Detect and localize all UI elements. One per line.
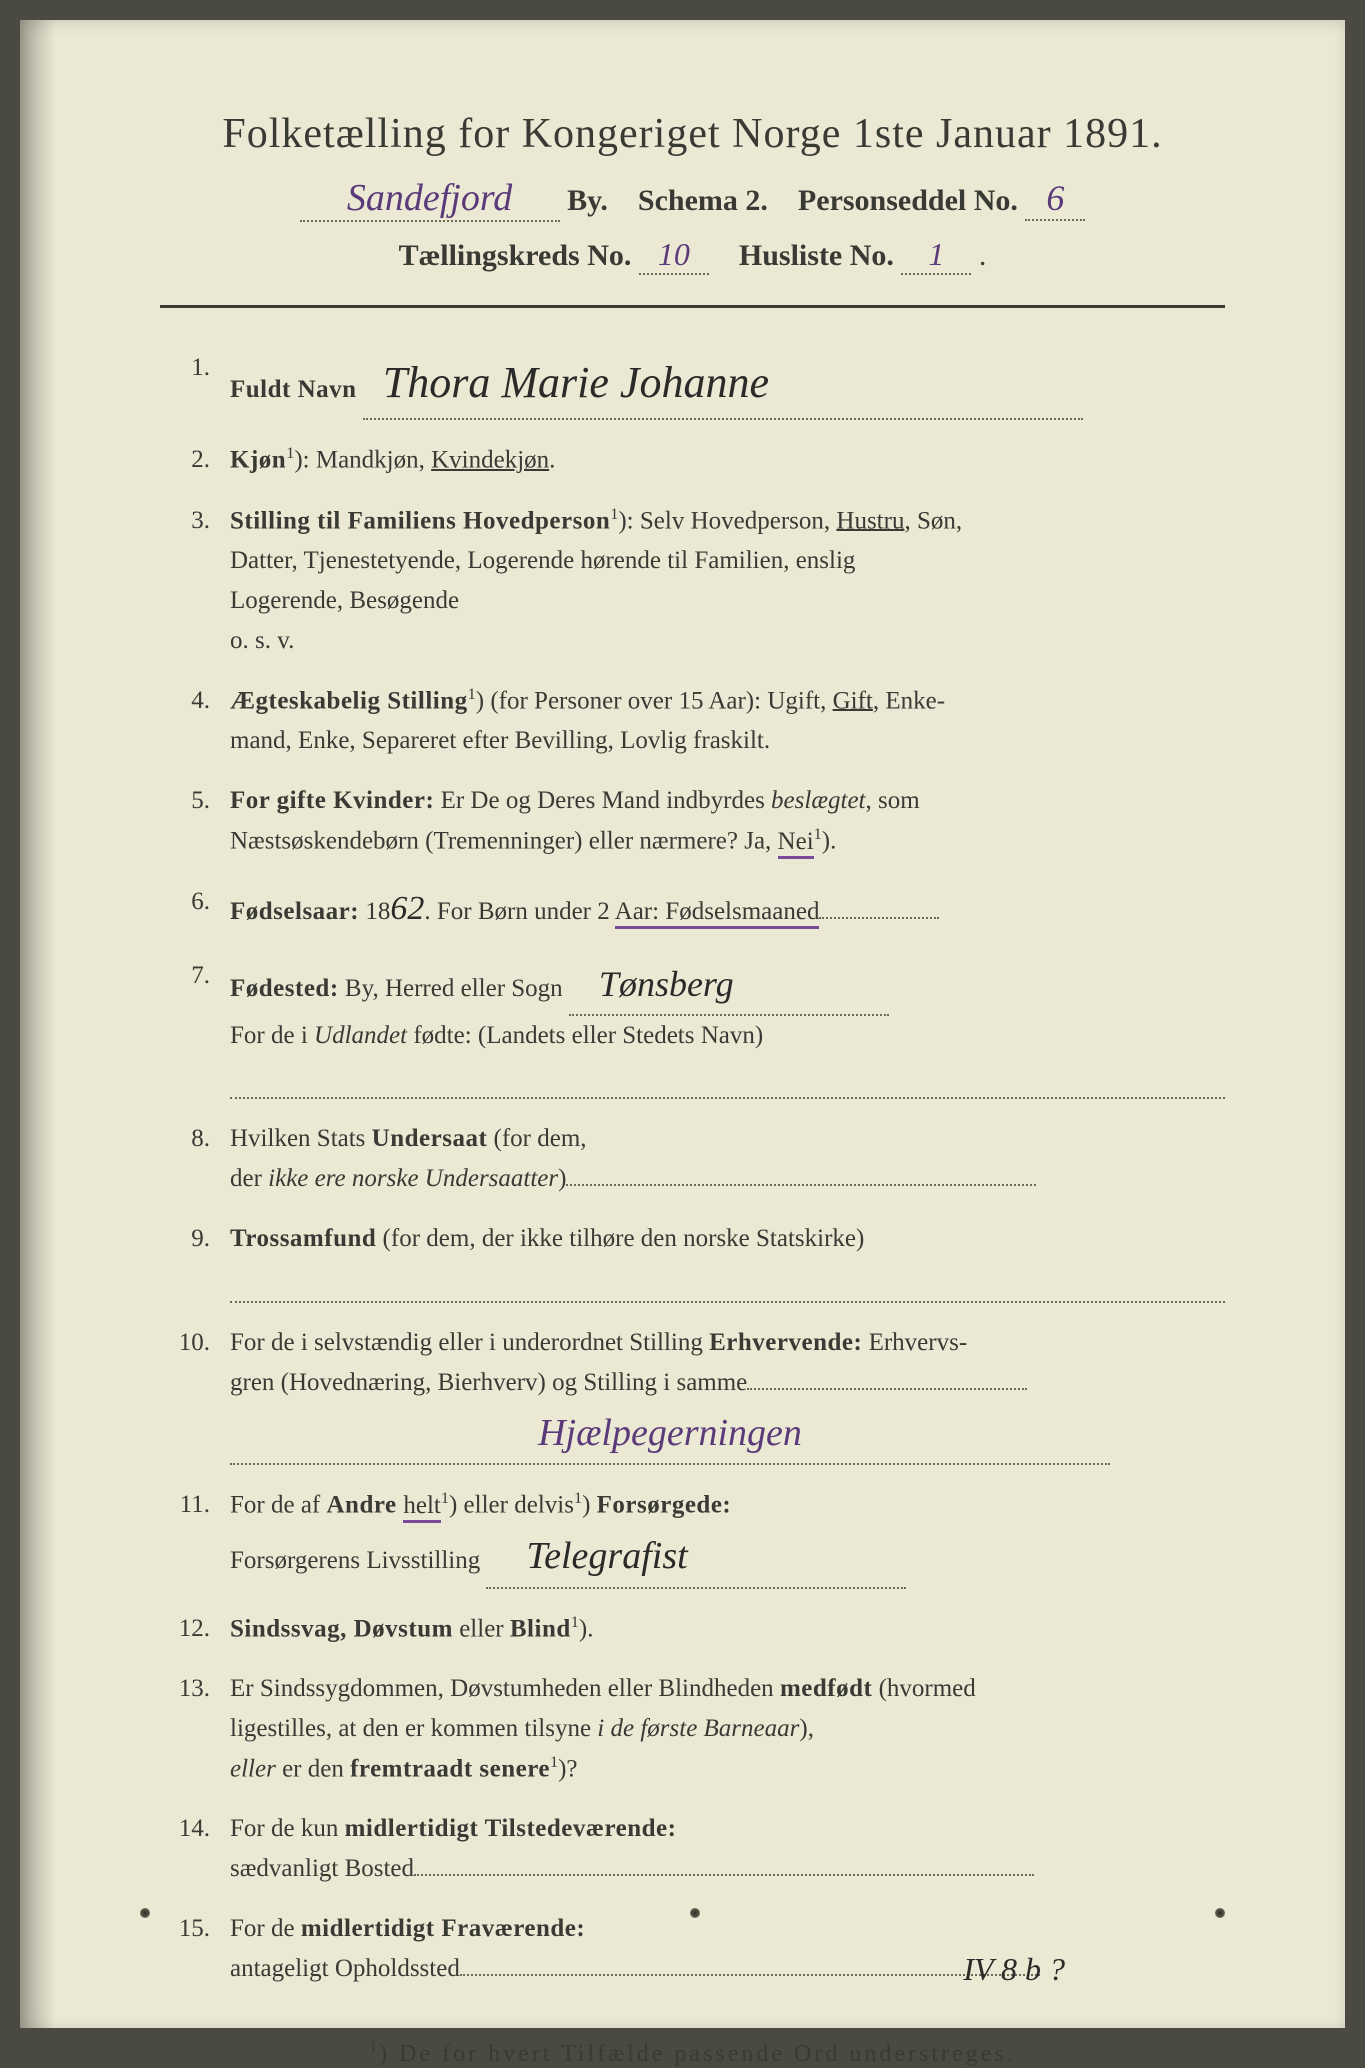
label-trossamfund: Trossamfund	[230, 1225, 376, 1252]
pinhole-icon	[1215, 1908, 1225, 1918]
by-label: By.	[567, 184, 608, 217]
nei: Nei	[778, 828, 814, 859]
aar-fodselsmaaned: Aar: Fødselsmaaned	[615, 898, 820, 929]
personseddel-label: Personseddel No.	[798, 184, 1018, 217]
label-kjon: Kjøn	[230, 447, 286, 474]
item-8: 8. Hvilken Stats Undersaat (for dem, der…	[160, 1119, 1225, 1199]
label-tilstedevaerende: midlertidigt Tilstedeværende:	[345, 1815, 677, 1842]
by-value: Sandefjord	[300, 176, 560, 222]
item-5: 5. For gifte Kvinder: Er De og Deres Man…	[160, 781, 1225, 861]
schema-label: Schema 2.	[638, 184, 768, 217]
item-3: 3. Stilling til Familiens Hovedperson1):…	[160, 501, 1225, 661]
pinhole-icon	[690, 1908, 700, 1918]
husliste-no: 1	[901, 236, 971, 275]
label-fodselsaar: Fødselsaar:	[230, 898, 359, 925]
kreds-no: 10	[639, 236, 709, 275]
subtitle-row-2: Tællingskreds No. 10 Husliste No. 1 .	[160, 236, 1225, 275]
label-fodested: Fødested:	[230, 975, 339, 1002]
label-undersaat: Undersaat	[372, 1125, 488, 1152]
item-12: 12. Sindssvag, Døvstum eller Blind1).	[160, 1609, 1225, 1649]
personseddel-no: 6	[1025, 177, 1085, 221]
page-title: Folketælling for Kongeriget Norge 1ste J…	[160, 110, 1225, 158]
husliste-label: Husliste No.	[739, 239, 894, 272]
label-erhvervende: Erhvervende:	[709, 1329, 862, 1356]
kvindekjon: Kvindekjøn	[431, 447, 549, 474]
divider	[160, 305, 1225, 308]
label-navn: Fuldt Navn	[230, 376, 357, 403]
item-1: 1. Fuldt Navn Thora Marie Johanne	[160, 348, 1225, 420]
item-4: 4. Ægteskabelig Stilling1) (for Personer…	[160, 681, 1225, 761]
subtitle-row-1: Sandefjord By. Schema 2. Personseddel No…	[160, 176, 1225, 222]
erhverv-value: Hjælpegerningen	[230, 1403, 1110, 1466]
kreds-label: Tællingskreds No.	[399, 239, 632, 272]
census-form-page: Folketælling for Kongeriget Norge 1ste J…	[20, 20, 1345, 2028]
item-2: 2. Kjøn1): Mandkjøn, Kvindekjøn.	[160, 440, 1225, 480]
gift: Gift	[833, 687, 873, 714]
item-15: 15. For de midlertidigt Fraværende: anta…	[160, 1909, 1225, 1989]
item-11: 11. For de af Andre helt1) eller delvis1…	[160, 1485, 1225, 1588]
item-9: 9. Trossamfund (for dem, der ikke tilhør…	[160, 1219, 1225, 1303]
item-14: 14. For de kun midlertidigt Tilstedevære…	[160, 1809, 1225, 1889]
label-fravaerende: midlertidigt Fraværende:	[301, 1915, 585, 1942]
label-gifte-kvinder: For gifte Kvinder:	[230, 787, 434, 814]
label-aegteskab: Ægteskabelig Stilling	[230, 687, 468, 714]
fodested-value: Tønsberg	[569, 956, 889, 1016]
hustru: Hustru	[836, 507, 904, 534]
item-10: 10. For de i selvstændig eller i underor…	[160, 1323, 1225, 1466]
label-sindssvag: Sindssvag, Døvstum	[230, 1615, 453, 1642]
helt: helt	[403, 1492, 441, 1523]
item-7: 7. Fødested: By, Herred eller Sogn Tønsb…	[160, 956, 1225, 1099]
form-list: 1. Fuldt Navn Thora Marie Johanne 2. Kjø…	[160, 348, 1225, 1989]
year-value: 62	[390, 890, 424, 927]
label-forsorgede: Forsørgede:	[597, 1492, 732, 1519]
pinhole-icon	[140, 1908, 150, 1918]
forsorger-value: Telegrafist	[486, 1526, 906, 1589]
value-navn: Thora Marie Johanne	[363, 348, 1083, 420]
label-stilling: Stilling til Familiens Hovedperson	[230, 507, 610, 534]
footnote: 1) De for hvert Tilfælde passende Ord un…	[160, 2039, 1225, 2068]
item-13: 13. Er Sindssygdommen, Døvstumheden elle…	[160, 1669, 1225, 1789]
bottom-annotation: IV 8 b ?	[963, 1951, 1065, 1988]
item-6: 6. Fødselsaar: 1862. For Børn under 2 Aa…	[160, 882, 1225, 936]
